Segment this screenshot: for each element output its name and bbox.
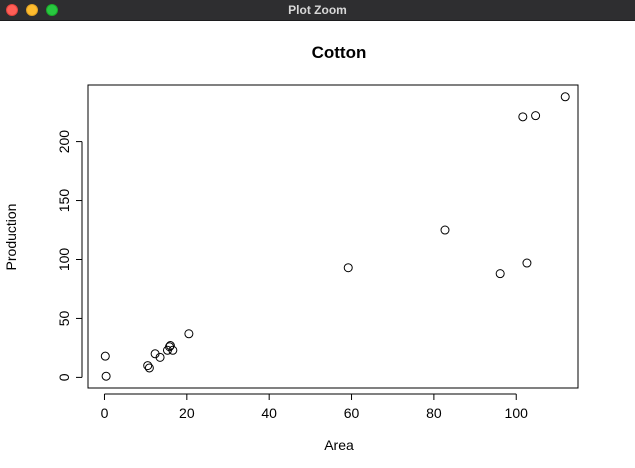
y-tick-label: 150 bbox=[56, 189, 72, 213]
data-point bbox=[184, 329, 194, 339]
data-point bbox=[168, 345, 178, 355]
data-point bbox=[495, 269, 505, 279]
data-point bbox=[531, 111, 541, 121]
x-tick-label: 20 bbox=[179, 405, 195, 421]
minimize-window-button[interactable] bbox=[26, 4, 38, 16]
data-point bbox=[100, 351, 110, 361]
x-tick-label: 40 bbox=[261, 405, 277, 421]
x-axis: 0 20 40 60 80 100 bbox=[101, 393, 529, 421]
window-title: Plot Zoom bbox=[288, 3, 347, 17]
data-point bbox=[144, 363, 154, 373]
x-tick-label: 100 bbox=[505, 405, 529, 421]
x-tick-label: 80 bbox=[426, 405, 442, 421]
data-points bbox=[100, 92, 570, 381]
chart-title: Cotton bbox=[312, 43, 367, 62]
y-tick-label: 0 bbox=[56, 373, 72, 381]
title-bar[interactable]: Plot Zoom bbox=[0, 0, 635, 21]
data-point bbox=[518, 112, 528, 122]
y-tick-label: 100 bbox=[56, 248, 72, 272]
y-axis: 0 50 100 150 200 bbox=[56, 130, 83, 381]
plot-frame bbox=[87, 84, 579, 389]
data-point bbox=[143, 361, 153, 371]
data-point bbox=[560, 92, 570, 102]
plot-area: Cotton Area Production 0 20 40 60 80 100 0 50 1… bbox=[0, 21, 635, 468]
y-tick-label: 200 bbox=[56, 130, 72, 154]
data-point bbox=[343, 263, 353, 273]
zoom-window-button[interactable] bbox=[46, 4, 58, 16]
data-point bbox=[165, 341, 175, 351]
y-tick-label: 50 bbox=[56, 310, 72, 326]
x-tick-label: 60 bbox=[344, 405, 360, 421]
data-point bbox=[522, 258, 532, 268]
x-axis-label: Area bbox=[324, 437, 354, 453]
scatter-chart: Cotton Area Production 0 20 40 60 80 100 0 50 1… bbox=[3, 43, 579, 453]
y-axis-label: Production bbox=[3, 204, 19, 271]
data-point bbox=[440, 225, 450, 235]
data-point bbox=[101, 371, 111, 381]
close-window-button[interactable] bbox=[6, 4, 18, 16]
data-point bbox=[155, 352, 165, 362]
x-tick-label: 0 bbox=[101, 405, 109, 421]
